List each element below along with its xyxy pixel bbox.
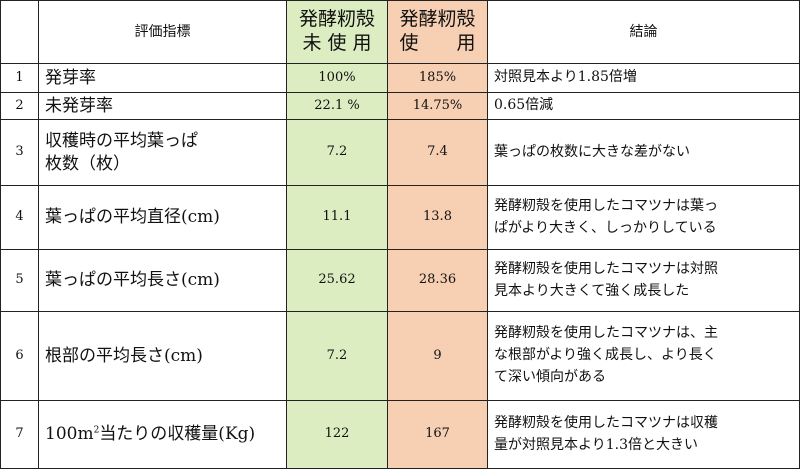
unused-value: 100% <box>286 63 388 93</box>
indicator-cell: 葉っぱの平均直径(cm) <box>38 185 287 250</box>
header-indicator: 評価指標 <box>38 0 287 64</box>
conclusion-line: 0.65倍減 <box>494 97 554 114</box>
table-row: 4 葉っぱの平均直径(cm) 11.1 13.8 発酵籾殻を使用したコマツナは葉… <box>0 185 800 250</box>
row-number: 1 <box>0 63 39 93</box>
indicator-cell: 100m2当たりの収穫量(Kg) <box>38 400 287 469</box>
table-row: 3 収穫時の平均葉っぱ 枚数（枚） 7.2 7.4 葉っぱの枚数に大きな差がない <box>0 119 800 186</box>
conclusion-cell: 対照見本より1.85倍増 <box>487 63 800 93</box>
row-number: 7 <box>0 400 39 469</box>
indicator-cell: 収穫時の平均葉っぱ 枚数（枚） <box>38 119 287 186</box>
header-no <box>0 0 39 64</box>
indicator-line: 未発芽率 <box>45 95 113 116</box>
conclusion-line: 葉っぱの枚数に大きな差がない <box>494 143 690 160</box>
indicator-line: 葉っぱの平均長さ(cm) <box>45 270 220 291</box>
header-unused-line1: 発酵籾殻 <box>298 8 375 31</box>
conclusion-line: 発酵籾殻を使用したコマツナは対照 <box>494 260 718 277</box>
row-number: 4 <box>0 185 39 250</box>
indicator-cell: 葉っぱの平均長さ(cm) <box>38 249 287 312</box>
used-value: 28.36 <box>387 249 488 312</box>
indicator-line: 葉っぱの平均直径(cm) <box>45 207 220 228</box>
indicator-cell: 未発芽率 <box>38 92 287 120</box>
unused-value: 7.2 <box>286 311 388 401</box>
conclusion-cell: 発酵籾殻を使用したコマツナは、主 な根部がより強く成長し、より長く て深い傾向が… <box>487 311 800 401</box>
row-number: 3 <box>0 119 39 186</box>
conclusion-cell: 発酵籾殻を使用したコマツナは収穫 量が対照見本より1.3倍と大きい <box>487 400 800 469</box>
header-unused-line2: 未 使 用 <box>302 32 372 54</box>
indicator-suffix: 当たりの収穫量(Kg) <box>99 424 256 445</box>
conclusion-cell: 発酵籾殻を使用したコマツナは葉っ ぱがより大きく、しっかりしている <box>487 185 800 250</box>
conclusion-line: て深い傾向がある <box>494 368 606 385</box>
indicator-line: 枚数（枚） <box>45 153 130 174</box>
unused-value: 11.1 <box>286 185 388 250</box>
unused-value: 7.2 <box>286 119 388 186</box>
indicator-prefix: 100m <box>45 424 94 445</box>
conclusion-line: 発酵籾殻を使用したコマツナは、主 <box>494 325 718 342</box>
conclusion-line: 見本より大きくて強く成長した <box>494 282 690 299</box>
conclusion-line: 量が対照見本より1.3倍と大きい <box>494 436 698 453</box>
conclusion-line: な根部がより強く成長し、より長く <box>494 347 717 364</box>
indicator-line: 根部の平均長さ(cm) <box>45 345 203 366</box>
table-row: 5 葉っぱの平均長さ(cm) 25.62 28.36 発酵籾殻を使用したコマツナ… <box>0 249 800 312</box>
conclusion-cell: 0.65倍減 <box>487 92 800 120</box>
used-value: 9 <box>387 311 488 401</box>
header-used-line1: 発酵籾殻 <box>399 8 476 31</box>
row-number: 6 <box>0 311 39 401</box>
header-row: 評価指標 発酵籾殻 未 使 用 発酵籾殻 使 用 結論 <box>0 0 800 64</box>
table-row: 7 100m2当たりの収穫量(Kg) 122 167 発酵籾殻を使用したコマツナ… <box>0 400 800 469</box>
conclusion-cell: 発酵籾殻を使用したコマツナは対照 見本より大きくて強く成長した <box>487 249 800 312</box>
indicator-cell: 根部の平均長さ(cm) <box>38 311 287 401</box>
row-number: 2 <box>0 92 39 120</box>
conclusion-line: ぱがより大きく、しっかりしている <box>494 219 717 236</box>
indicator-superscript: 2 <box>93 425 100 436</box>
used-value: 167 <box>387 400 488 469</box>
header-conclusion: 結論 <box>487 0 800 64</box>
used-value: 7.4 <box>387 119 488 186</box>
row-number: 5 <box>0 249 39 312</box>
unused-value: 22.1 % <box>286 92 388 120</box>
indicator-line: 収穫時の平均葉っぱ <box>45 131 198 152</box>
table-row: 2 未発芽率 22.1 % 14.75% 0.65倍減 <box>0 92 800 120</box>
conclusion-line: 対照見本より1.85倍増 <box>494 69 637 86</box>
used-value: 185% <box>387 63 488 93</box>
unused-value: 25.62 <box>286 249 388 312</box>
used-value: 13.8 <box>387 185 488 250</box>
table-row: 1 発芽率 100% 185% 対照見本より1.85倍増 <box>0 63 800 93</box>
conclusion-line: 発酵籾殻を使用したコマツナは収穫 <box>494 414 718 431</box>
indicator-cell: 発芽率 <box>38 63 287 93</box>
table-row: 6 根部の平均長さ(cm) 7.2 9 発酵籾殻を使用したコマツナは、主 な根部… <box>0 311 800 401</box>
conclusion-line: 発酵籾殻を使用したコマツナは葉っ <box>494 197 718 214</box>
used-value: 14.75% <box>387 92 488 120</box>
header-unused: 発酵籾殻 未 使 用 <box>286 0 388 64</box>
conclusion-cell: 葉っぱの枚数に大きな差がない <box>487 119 800 186</box>
header-used: 発酵籾殻 使 用 <box>387 0 488 64</box>
unused-value: 122 <box>286 400 388 469</box>
indicator-line: 発芽率 <box>45 67 96 88</box>
header-used-line2: 使 用 <box>399 32 476 54</box>
